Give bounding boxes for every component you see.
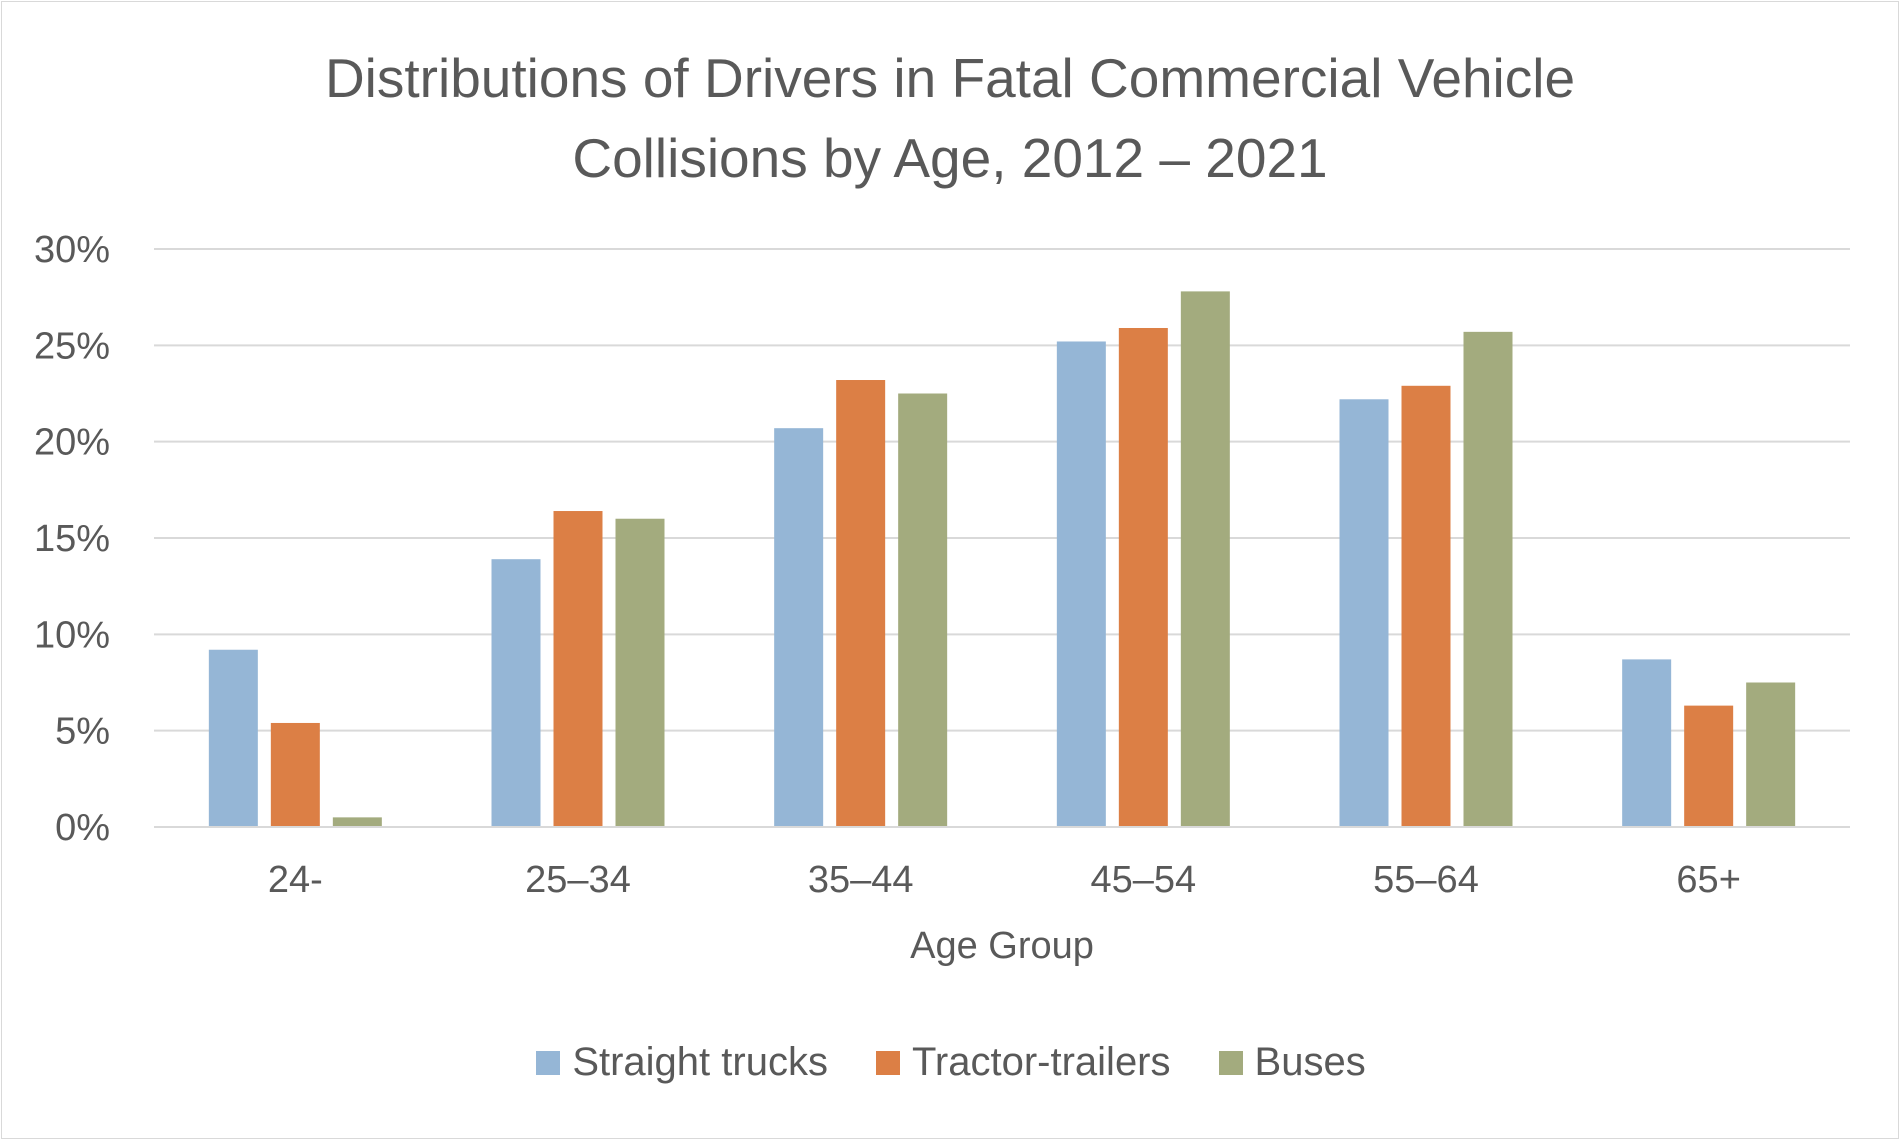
legend-swatch-buses	[1218, 1050, 1243, 1075]
y-tick-label: 5%	[55, 711, 110, 753]
bar-buses-0	[332, 817, 382, 827]
bar-tractor-trailers-5	[1684, 705, 1734, 827]
bar-buses-5	[1746, 682, 1796, 827]
x-tick-label: 35–44	[808, 859, 914, 901]
y-tick-label: 10%	[34, 614, 110, 656]
bar-tractor-trailers-1	[553, 511, 603, 827]
legend-item-tractor-trailers: Tractor-trailers	[875, 1040, 1171, 1085]
x-tick-label: 65+	[1676, 859, 1740, 901]
bar-straight-trucks-1	[491, 559, 541, 827]
gridlines	[154, 248, 1850, 828]
chart-title-line-2: Collisions by Age, 2012 – 2021	[572, 127, 1328, 189]
bar-straight-trucks-4	[1339, 399, 1389, 827]
x-tick-label: 55–64	[1373, 859, 1479, 901]
x-tick-label: 24-	[268, 859, 323, 901]
bar-straight-trucks-2	[774, 428, 824, 827]
chart-title-line-1: Distributions of Drivers in Fatal Commer…	[324, 47, 1576, 109]
bars	[154, 291, 1850, 828]
bar-tractor-trailers-3	[1118, 327, 1168, 827]
bar-straight-trucks-5	[1622, 659, 1672, 827]
y-axis-ticks: 0% 5% 10% 15% 20% 25% 30%	[34, 229, 110, 849]
legend-item-buses: Buses	[1218, 1040, 1366, 1085]
bar-tractor-trailers-4	[1401, 385, 1451, 827]
y-tick-label: 25%	[34, 325, 110, 367]
legend: Straight trucks Tractor-trailers Buses	[0, 1040, 1902, 1085]
bar-straight-trucks-3	[1056, 341, 1106, 827]
legend-swatch-straight-trucks	[536, 1050, 561, 1075]
bar-tractor-trailers-2	[836, 380, 886, 827]
bar-straight-trucks-0	[208, 649, 258, 827]
x-tick-label: 45–54	[1090, 859, 1196, 901]
y-tick-label: 15%	[34, 518, 110, 560]
bar-buses-4	[1463, 331, 1513, 827]
bar-buses-1	[615, 518, 665, 827]
legend-swatch-tractor-trailers	[875, 1050, 900, 1075]
legend-label-tractor-trailers: Tractor-trailers	[911, 1040, 1171, 1084]
y-tick-label: 20%	[34, 422, 110, 464]
bar-buses-3	[1180, 291, 1230, 827]
bar-buses-2	[898, 393, 948, 827]
y-tick-label: 0%	[55, 807, 110, 849]
y-tick-label: 30%	[34, 229, 110, 271]
x-tick-label: 25–34	[525, 859, 631, 901]
chart-title: Distributions of Drivers in Fatal Commer…	[0, 38, 1900, 198]
x-axis-title: Age Group	[910, 925, 1094, 967]
legend-item-straight-trucks: Straight trucks	[536, 1040, 828, 1085]
legend-label-buses: Buses	[1254, 1040, 1366, 1084]
legend-label-straight-trucks: Straight trucks	[572, 1040, 828, 1084]
bar-tractor-trailers-0	[270, 722, 320, 827]
x-axis-ticks: 24- 25–34 35–44 45–54 55–64 65+	[268, 859, 1741, 901]
